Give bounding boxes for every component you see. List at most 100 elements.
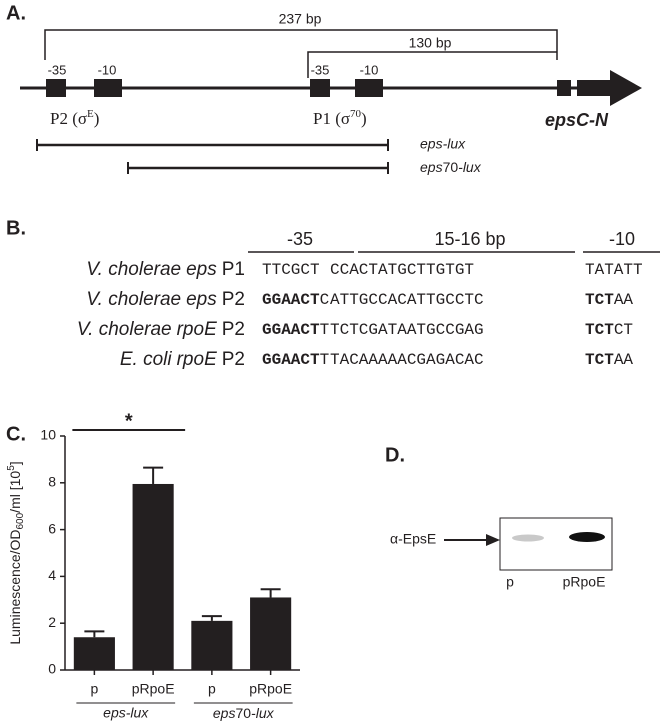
text: 70 [443,159,459,175]
consensus-bases: GGAACT [262,291,320,309]
x-tick-label: p [90,681,98,697]
species: V. cholerae [86,259,181,280]
promoter: P1 [222,259,245,280]
sequence-box: TCTAA [585,291,633,309]
promoter-box [46,79,66,97]
bar-chart: C. Luminescence/OD600/ml [105] 0 2 4 6 8 10 p p… [6,410,300,721]
sequence-box: TCTAA [585,351,633,369]
sequence-box: GGAACTC [262,291,329,309]
consensus-bases: GGAACT [262,321,320,339]
promoter-box [94,79,122,97]
error-bar [201,615,222,621]
spacer-sequence: CCACTATGCTTGTGT [330,261,474,279]
text: ) [361,109,367,128]
span-label: 237 bp [279,11,322,27]
box-label: -10 [360,62,379,77]
column-header: 15-16 bp [434,229,505,249]
spacer-sequence: ATTGCCACATTGCCTC [330,291,484,309]
gene: eps [186,289,217,310]
consensus-bases: TCT [585,351,614,369]
x-tick-label: pRpoE [249,681,292,697]
box-label: -35 [48,62,67,77]
x-tick-label: pRpoE [132,681,175,697]
promoter-name: P2 (σE) [50,108,99,128]
text: /ml [10 [7,471,23,513]
bases: AA [614,291,634,309]
blot-band [512,534,544,542]
blot-band [569,532,605,542]
subscript: 600 [15,512,26,529]
span-label: 130 bp [409,35,452,51]
group-label: eps70-lux [213,705,275,721]
sequence-box: TTCGCT [262,261,320,279]
bracket [44,29,558,60]
column-header: -10 [609,229,635,249]
sequence-box: GGAACTT [262,351,329,369]
y-tick-label: 4 [48,567,56,583]
consensus-bases: TCT [585,321,614,339]
panel-label: B. [6,217,26,239]
sequence-box: TCTCT [585,321,633,339]
construct-name: eps-lux [420,136,466,152]
y-tick-label: 2 [48,614,56,630]
consensus-bases: GGAACT [262,351,320,369]
spacer-sequence: TACAAAAACGAGACAC [330,351,484,369]
superscript: E [87,108,94,120]
promoter: P2 [222,289,245,310]
y-tick-label: 10 [40,427,56,443]
species: E. coli [120,349,173,370]
promoter-box [310,79,330,97]
panel-label: A. [6,2,26,24]
text: 70 [235,705,251,721]
text: Luminescence/OD [7,529,23,644]
bar [191,620,233,670]
text: P2 (σ [50,109,87,128]
superscript: 5 [6,465,17,471]
blot-frame [499,517,613,571]
text: ] [7,461,23,465]
y-tick-label: 0 [48,661,56,677]
lane-label: p [506,574,514,590]
group-label: eps-lux [103,705,149,721]
text: ) [94,109,100,128]
gene: rpoE [177,319,217,340]
significance-label: * [125,410,133,432]
text: eps [420,159,443,175]
gene: rpoE [177,349,217,370]
superscript: 70 [350,108,362,120]
sequence-box: GGAACTT [262,321,329,339]
y-tick-label: 8 [48,474,56,490]
promoter-name: V. cholerae eps P1 [86,259,245,280]
panel-label: D. [385,444,405,466]
gene: eps [186,259,217,280]
lane-label: pRpoE [563,574,606,590]
x-tick-label: p [208,681,216,697]
gene-arrow [577,70,642,106]
text: eps [213,705,236,721]
bar [132,483,174,670]
y-tick-label: 6 [48,520,56,536]
promoter: P2 [222,349,245,370]
promoter-name: V. cholerae eps P2 [86,289,245,310]
error-bar [84,630,105,638]
bases: CT [614,321,633,339]
sequence-rows: V. cholerae eps P1 TTCGCT CCACTATGCTTGTGT TAT… [77,259,643,370]
bases: AA [614,351,634,369]
bases: C [320,291,330,309]
gene-box [557,80,571,96]
antibody-label: α-EpsE [390,531,436,547]
bar [73,637,115,670]
arrow-head [486,534,500,546]
bases: TATATT [585,261,643,279]
panel-label: C. [6,423,26,445]
text: -lux [251,705,275,721]
text: -lux [458,159,482,175]
bar [250,597,292,670]
box-label: -35 [311,62,330,77]
bases: T [320,351,330,369]
error-bar [143,466,164,484]
sequence-box: TATATT [585,261,643,279]
promoter-box [355,79,383,97]
gene-name: epsC-N [545,110,609,130]
